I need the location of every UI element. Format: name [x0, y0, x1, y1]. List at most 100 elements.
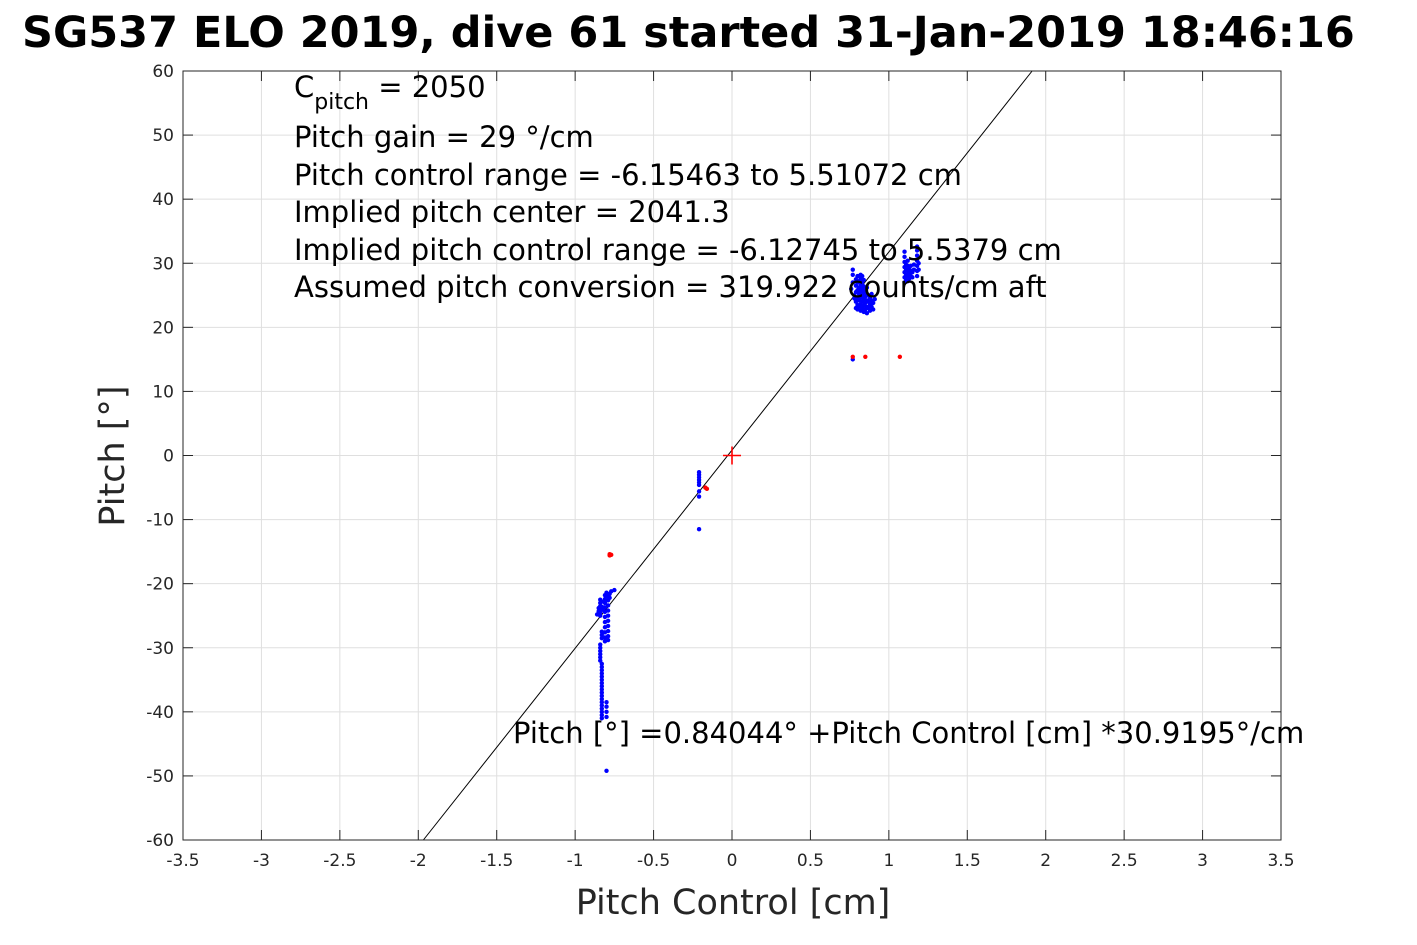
data-point	[861, 277, 866, 283]
c-pitch-value: = 2050	[369, 70, 486, 104]
data-point	[599, 671, 605, 676]
y-axis-label: Pitch [°]	[93, 385, 133, 526]
data-point	[599, 664, 605, 670]
axis-ticks: -3.5 -3 -2.5 -2 -1.5 -1 -0.5 0 0.5 1 1.5 2 2.5 3 3.5 -6…	[146, 62, 1294, 871]
data-point	[599, 706, 605, 711]
data-point	[897, 354, 903, 360]
grid-lines	[182, 70, 1282, 841]
data-point	[605, 608, 611, 613]
c-pitch-subscript: pitch	[314, 90, 369, 115]
data-point	[914, 244, 920, 249]
x-tick-label: -3.5	[166, 851, 199, 871]
x-tick-label: 3.5	[1267, 851, 1294, 871]
data-point	[599, 709, 605, 715]
data-point	[605, 634, 611, 639]
data-point	[850, 267, 855, 272]
assumed-conversion-annotation: Assumed pitch conversion = 319.922 count…	[294, 270, 1047, 304]
data-point	[869, 291, 874, 297]
data-point	[598, 648, 603, 654]
x-tick-label: -3	[253, 851, 270, 871]
data-point	[599, 700, 605, 705]
data-point	[599, 677, 605, 682]
c-pitch-letter: C	[294, 70, 314, 104]
data-point	[605, 603, 611, 608]
x-tick-label: 0.5	[797, 851, 824, 871]
data-point	[696, 526, 702, 532]
data-point	[598, 655, 603, 660]
data-point	[910, 275, 915, 280]
data-point	[604, 768, 609, 773]
y-tick-label: -50	[146, 767, 174, 787]
data-point	[599, 667, 605, 673]
y-tick-label: 60	[152, 62, 174, 82]
data-point	[594, 612, 600, 617]
data-point	[902, 254, 907, 260]
data-point	[599, 687, 605, 692]
data-point	[902, 249, 907, 254]
data-point	[850, 272, 855, 277]
data-point	[704, 486, 710, 492]
x-tick-label: -2.5	[323, 851, 356, 871]
data-point	[599, 716, 605, 721]
y-tick-label: -30	[146, 639, 174, 659]
chart-title: SG537 ELO 2019, dive 61 started 31-Jan-2…	[22, 8, 1355, 58]
y-tick-label: -40	[146, 703, 174, 723]
data-point	[696, 489, 702, 494]
data-point	[916, 261, 921, 266]
data-point	[914, 253, 920, 258]
data-point	[696, 494, 702, 499]
x-tick-label: -0.5	[637, 851, 670, 871]
data-point	[872, 296, 877, 302]
data-point	[612, 587, 617, 593]
data-point	[914, 248, 920, 253]
data-point	[605, 628, 611, 634]
data-point	[599, 696, 605, 702]
x-axis-label: Pitch Control [cm]	[576, 883, 891, 923]
x-tick-label: -1.5	[480, 851, 513, 871]
y-tick-label: 30	[152, 254, 174, 274]
data-point	[916, 267, 921, 272]
data-point	[696, 482, 702, 488]
x-tick-label: 0	[727, 851, 738, 871]
data-point	[604, 704, 609, 709]
data-point	[599, 661, 605, 666]
data-point	[849, 286, 854, 292]
y-tick-label: 0	[163, 447, 174, 467]
data-point	[864, 285, 870, 290]
data-point	[850, 354, 855, 360]
data-point	[604, 590, 609, 595]
data-point	[604, 709, 609, 715]
data-point	[602, 600, 608, 606]
data-point	[599, 635, 605, 641]
data-point	[863, 354, 868, 360]
y-tick-label: -20	[146, 575, 174, 595]
data-point	[864, 311, 870, 316]
data-point	[599, 703, 605, 708]
y-tick-label: 50	[152, 126, 174, 146]
data-point	[604, 700, 609, 705]
x-tick-label: 3	[1197, 851, 1208, 871]
data-point	[599, 674, 605, 679]
data-point	[605, 623, 611, 629]
implied-range-annotation: Implied pitch control range = -6.12745 t…	[294, 233, 1062, 267]
data-point	[604, 714, 609, 720]
data-points-layer	[594, 244, 921, 773]
data-point	[599, 693, 605, 699]
y-tick-label: 20	[152, 318, 174, 338]
x-tick-label: -1	[567, 851, 584, 871]
fit-equation-annotation: Pitch [°] =0.84044° +Pitch Control [cm] …	[513, 716, 1304, 750]
implied-center-annotation: Implied pitch center = 2041.3	[294, 195, 730, 229]
x-tick-label: 1.5	[954, 851, 981, 871]
data-point	[850, 280, 855, 285]
data-point	[870, 300, 876, 306]
data-point	[914, 273, 920, 279]
data-point	[905, 258, 910, 263]
axes-box	[182, 70, 1282, 841]
data-point	[598, 645, 603, 650]
c-pitch-annotation: Cpitch = 2050	[294, 70, 486, 115]
data-point	[607, 595, 612, 600]
data-point	[599, 632, 605, 638]
data-point	[605, 637, 611, 643]
x-tick-label: 1	[883, 851, 894, 871]
